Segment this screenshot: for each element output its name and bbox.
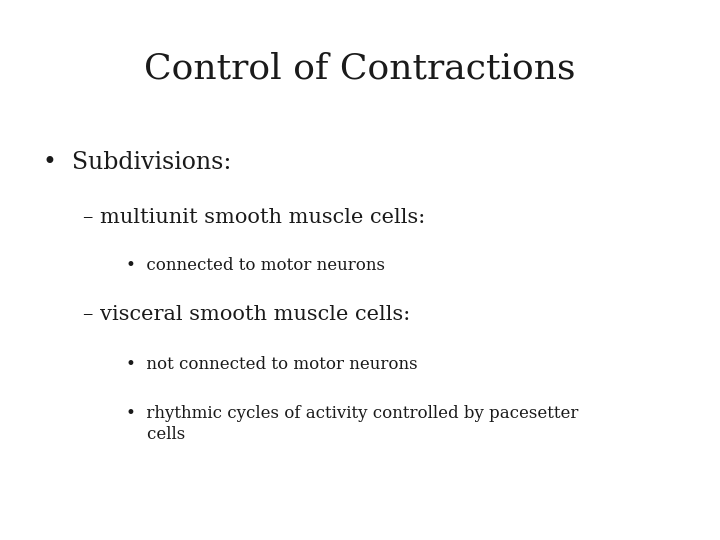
Text: – multiunit smooth muscle cells:: – multiunit smooth muscle cells:: [83, 208, 425, 227]
Text: •  connected to motor neurons: • connected to motor neurons: [126, 256, 385, 273]
Text: •  rhythmic cycles of activity controlled by pacesetter
    cells: • rhythmic cycles of activity controlled…: [126, 405, 578, 443]
Text: Control of Contractions: Control of Contractions: [144, 51, 576, 85]
Text: – visceral smooth muscle cells:: – visceral smooth muscle cells:: [83, 305, 410, 324]
Text: •  not connected to motor neurons: • not connected to motor neurons: [126, 356, 418, 373]
Text: •  Subdivisions:: • Subdivisions:: [43, 151, 232, 174]
